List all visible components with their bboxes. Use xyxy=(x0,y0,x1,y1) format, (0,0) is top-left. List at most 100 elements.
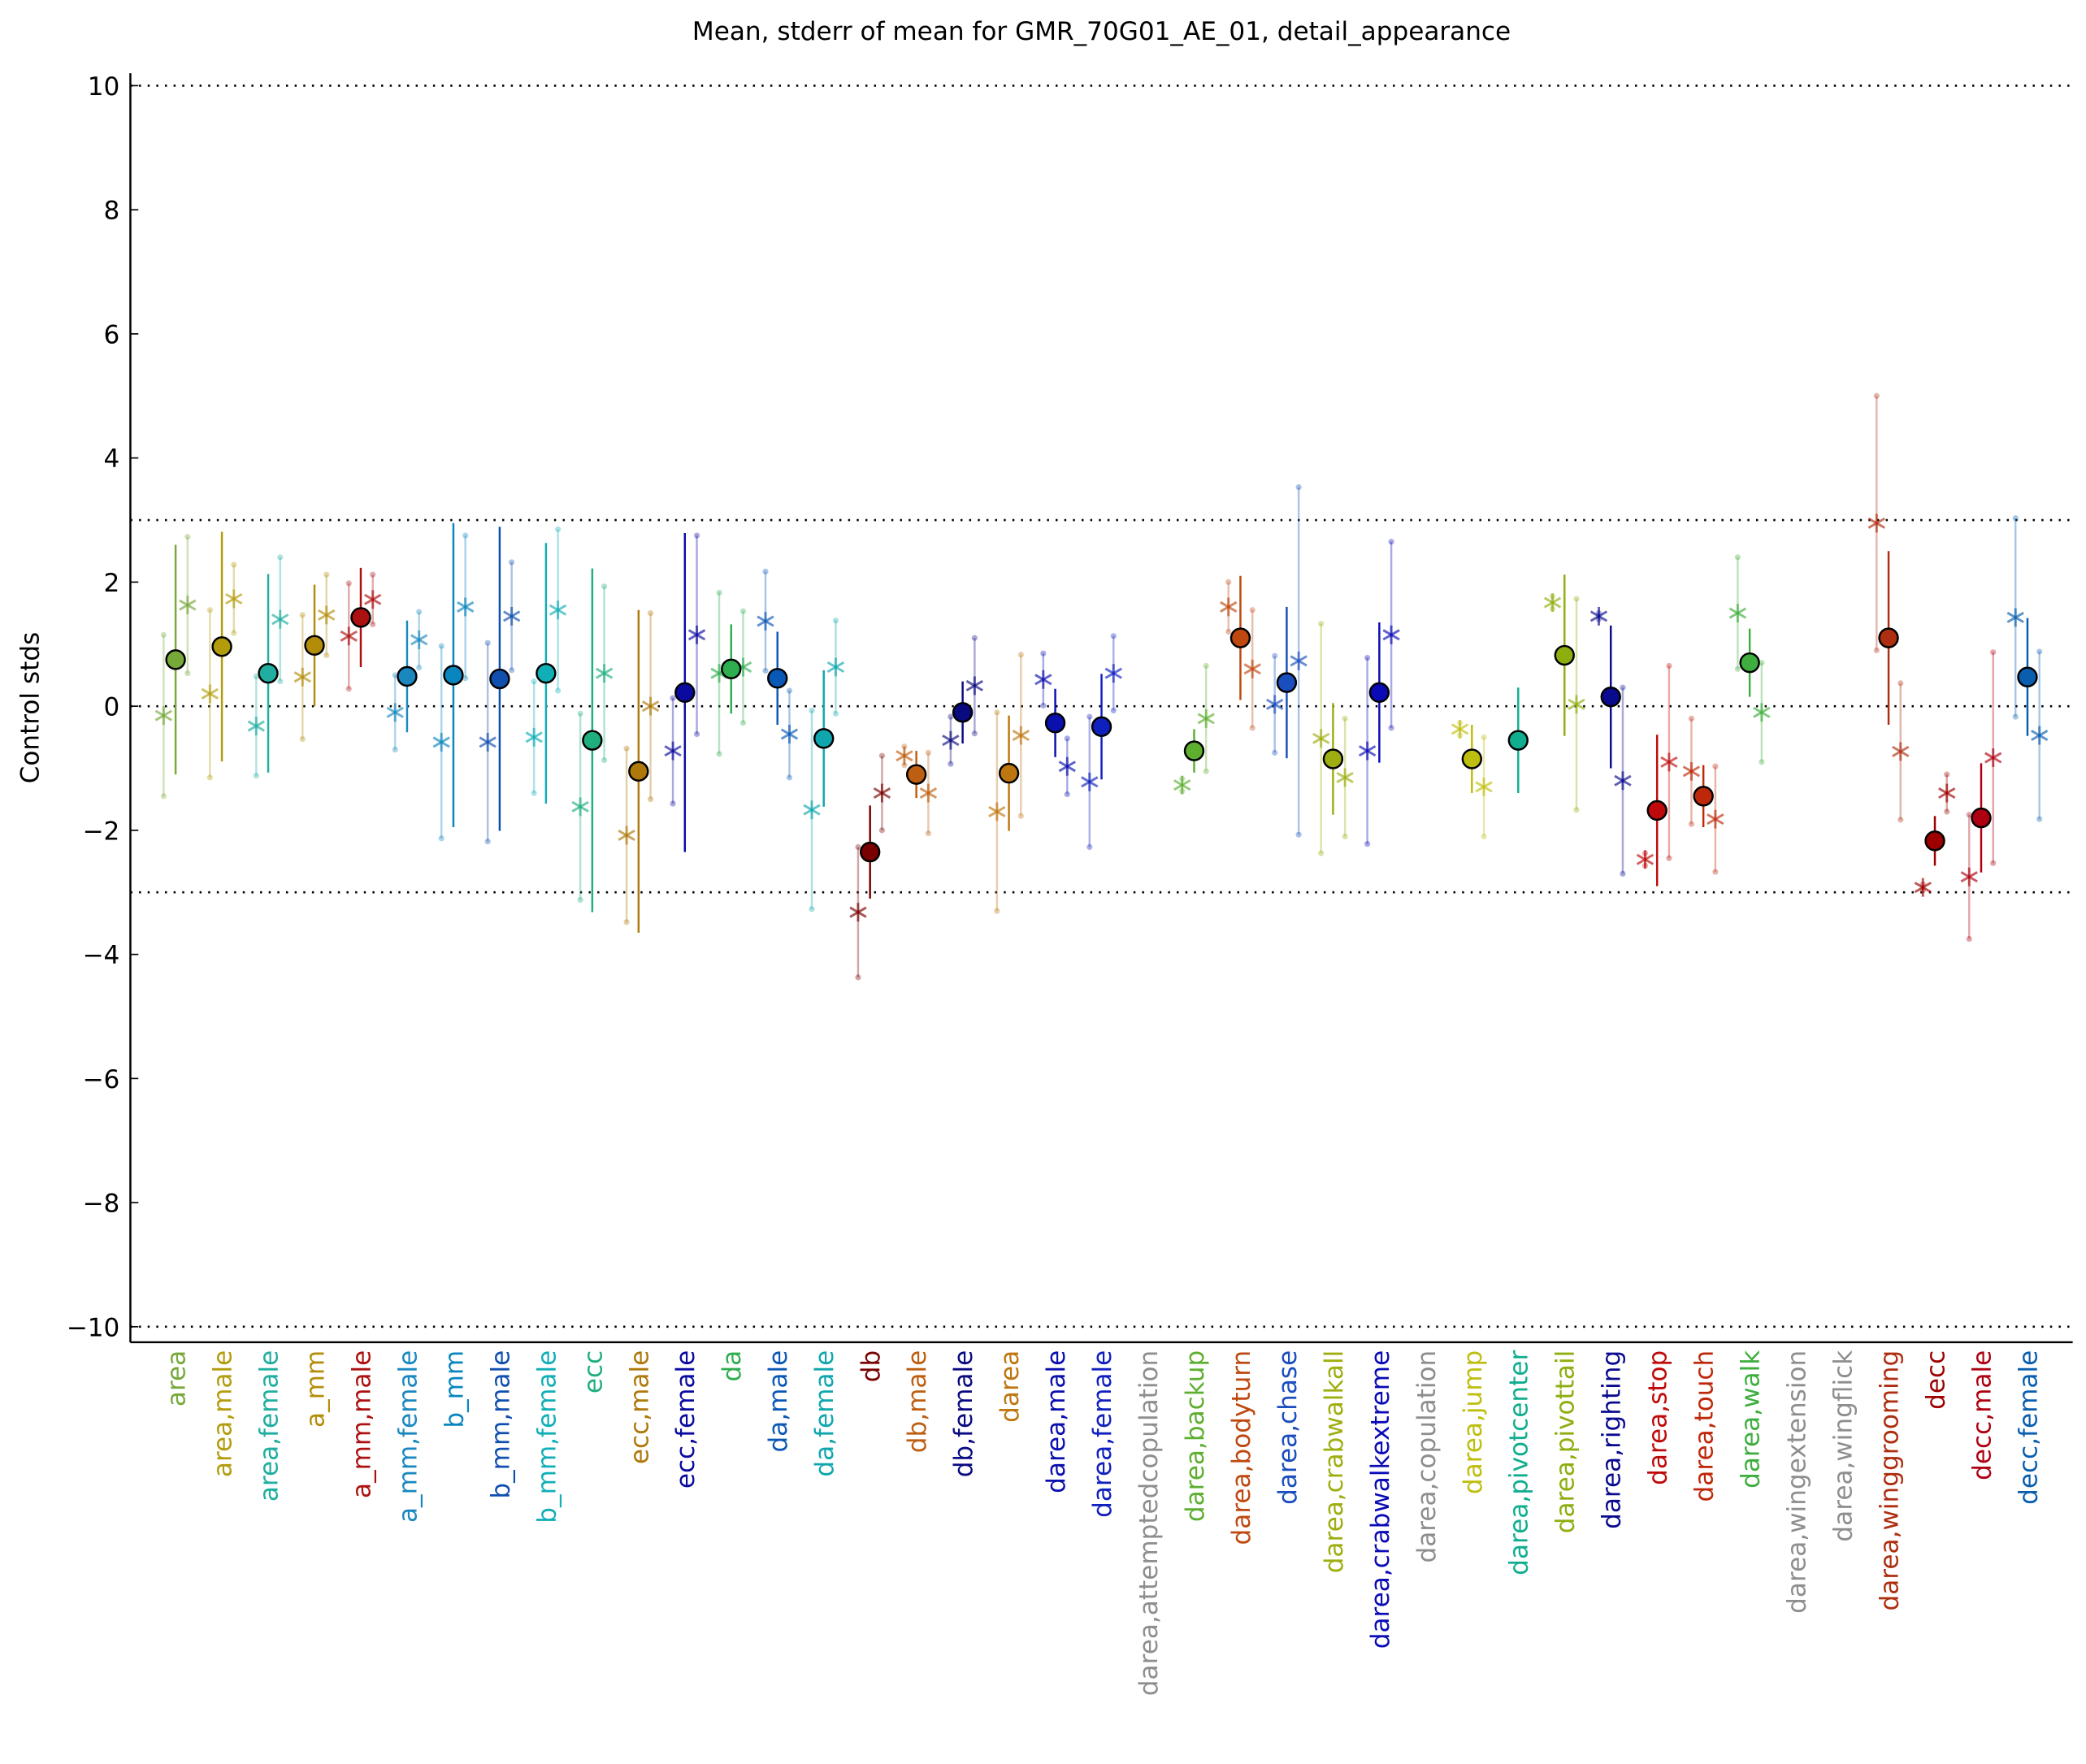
star-arm xyxy=(757,615,774,627)
x-tick-label: darea,touch xyxy=(1690,1350,1720,1502)
star-marker xyxy=(502,606,521,626)
error-end xyxy=(1110,707,1117,714)
star-arm xyxy=(318,609,336,621)
star-arm xyxy=(247,720,265,732)
error-end xyxy=(1086,843,1093,851)
error-end xyxy=(601,583,608,590)
error-end xyxy=(1481,833,1487,840)
star-arm xyxy=(595,667,614,679)
star-marker xyxy=(757,612,774,631)
mean-marker xyxy=(397,665,418,687)
star-arm xyxy=(873,787,891,800)
error-end xyxy=(670,695,676,701)
star-arm xyxy=(1451,723,1469,735)
error-end xyxy=(323,571,330,578)
error-end xyxy=(1573,807,1580,813)
error-end xyxy=(1017,813,1024,819)
star-marker xyxy=(1382,625,1400,644)
star-marker xyxy=(641,696,660,716)
error-end xyxy=(555,687,562,694)
star-arm xyxy=(502,610,521,622)
star-arm xyxy=(154,709,173,722)
mean-marker xyxy=(582,730,603,751)
star-marker xyxy=(595,664,614,683)
x-tick-label: db,female xyxy=(949,1350,978,1478)
error-end xyxy=(1342,833,1348,840)
mean-marker xyxy=(489,668,510,690)
mean-marker xyxy=(998,762,1020,784)
x-tick-label: da xyxy=(718,1350,747,1382)
star-marker xyxy=(247,717,265,736)
error-end xyxy=(601,756,608,764)
error-end xyxy=(623,745,630,752)
error-end xyxy=(693,532,700,539)
error-end xyxy=(1086,713,1093,720)
star-marker xyxy=(479,732,497,752)
error-end xyxy=(1249,607,1256,613)
error-end xyxy=(971,730,978,737)
star-marker xyxy=(942,730,960,750)
mean-marker xyxy=(1183,740,1205,761)
error-end xyxy=(509,667,515,674)
star-arm xyxy=(1938,787,1956,800)
x-tick-label: darea,male xyxy=(1042,1350,1071,1493)
mean-marker xyxy=(1554,644,1575,666)
mean-marker xyxy=(1507,730,1529,751)
x-tick-label: darea,jump xyxy=(1459,1350,1488,1494)
error-end xyxy=(160,631,167,638)
star-arm xyxy=(965,679,984,691)
star-marker xyxy=(1614,771,1632,791)
mean-marker xyxy=(1646,800,1667,821)
x-tick-label: a_mm,female xyxy=(393,1350,423,1523)
star-arm xyxy=(1382,629,1400,641)
mean-marker xyxy=(165,649,186,670)
x-tick-label: darea,walk xyxy=(1737,1350,1766,1489)
star-marker xyxy=(293,667,311,687)
star-arm xyxy=(1682,765,1701,778)
star-marker xyxy=(780,725,799,743)
error-end xyxy=(878,827,886,834)
mean-marker xyxy=(905,764,927,785)
y-tick-label: −4 xyxy=(82,941,119,970)
x-tick-label: ecc xyxy=(579,1350,608,1393)
error-end xyxy=(345,580,352,587)
x-tick-label: area,male xyxy=(209,1350,238,1477)
error-end xyxy=(184,534,191,540)
error-end xyxy=(392,746,398,753)
mean-marker xyxy=(813,728,835,749)
star-marker xyxy=(896,746,913,765)
error-end xyxy=(739,720,747,726)
star-arm xyxy=(942,735,960,747)
y-tick-label: −8 xyxy=(82,1190,119,1219)
mean-marker xyxy=(443,665,464,686)
error-end xyxy=(670,800,676,807)
star-arm xyxy=(1058,761,1076,773)
error-end xyxy=(1342,715,1348,722)
error-end xyxy=(253,773,259,779)
star-arm xyxy=(1753,706,1771,718)
error-end xyxy=(1688,821,1695,827)
star-arm xyxy=(1104,667,1122,679)
error-end xyxy=(1990,649,1997,656)
error-end xyxy=(948,713,954,720)
mean-marker xyxy=(211,636,232,657)
star-marker xyxy=(1243,659,1261,678)
error-end xyxy=(1064,791,1070,798)
mean-marker xyxy=(1461,748,1482,769)
error-end xyxy=(693,730,700,738)
mean-marker xyxy=(1693,786,1714,807)
star-arm xyxy=(479,736,497,748)
error-end xyxy=(370,571,376,578)
error-end xyxy=(1272,749,1278,756)
error-end xyxy=(1666,855,1672,861)
star-marker xyxy=(1290,651,1308,670)
mean-marker xyxy=(2017,666,2038,687)
x-tick-label: b_mm xyxy=(440,1350,469,1428)
star-marker xyxy=(201,684,219,704)
star-arm xyxy=(1543,596,1562,609)
x-tick-label: ecc,female xyxy=(671,1350,700,1489)
x-tick-label: darea,backup xyxy=(1181,1350,1210,1522)
star-arm xyxy=(1960,871,1978,883)
star-arm xyxy=(386,706,404,718)
